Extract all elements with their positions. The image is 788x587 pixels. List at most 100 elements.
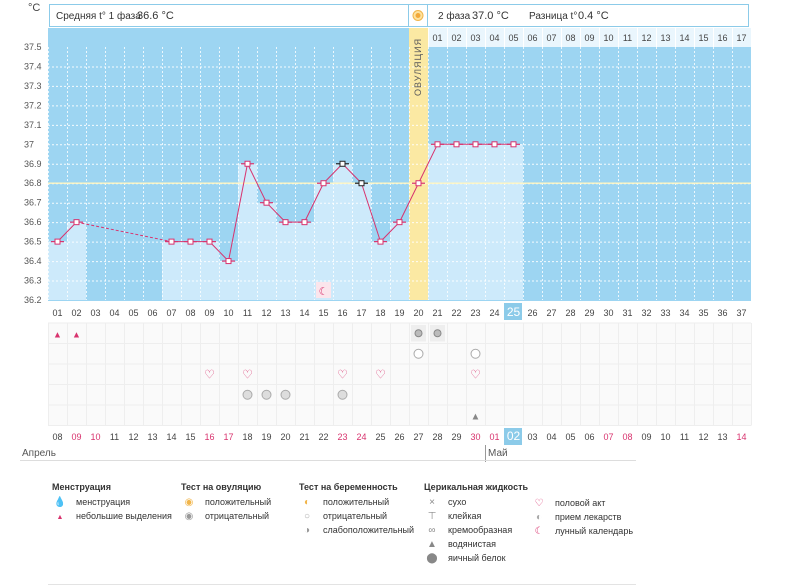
month-label: Апрель — [22, 448, 56, 459]
cycle-day-label: 27 — [546, 308, 556, 318]
temperature-point — [73, 219, 80, 226]
dpo-label: 01 — [432, 33, 442, 43]
calendar-date-label: 22 — [318, 432, 328, 442]
cycle-day-label: 09 — [204, 308, 214, 318]
temperature-bar — [67, 222, 86, 300]
dry-icon: × — [429, 497, 435, 508]
legend-other: ♡ половой акт ◐ прием лекарств ☾ лунный кал… — [531, 496, 634, 538]
calendar-date-label: 23 — [337, 432, 347, 442]
temperature-segment — [57, 221, 77, 242]
legend-cervical-creamy: кремообразная — [448, 525, 513, 535]
cycle-day-label: 37 — [736, 308, 746, 318]
temperature-segment — [209, 241, 229, 262]
cycle-day-label: 20 — [413, 308, 423, 318]
y-tick-label: 36.5 — [24, 237, 42, 247]
temperature-bar — [295, 222, 314, 300]
cycle-day-label: 33 — [660, 308, 670, 318]
dpo-label: 10 — [603, 33, 613, 43]
legend-menstruation-item: менструация — [76, 497, 131, 507]
cycle-day-label: 23 — [470, 308, 480, 318]
temperature-bar — [200, 241, 219, 300]
cycle-day-label: 19 — [394, 308, 404, 318]
calendar-date-label: 05 — [565, 432, 575, 442]
cycle-day-label: 25 — [507, 305, 521, 319]
y-tick-label: 36.9 — [24, 159, 42, 169]
temperature-bar — [314, 183, 333, 300]
cycle-day-label: 15 — [318, 308, 328, 318]
temperature-point — [339, 160, 346, 167]
temperature-point — [168, 238, 175, 245]
dpo-label: 14 — [679, 33, 689, 43]
footer-divider — [48, 584, 636, 585]
y-tick-label: 37.3 — [24, 81, 42, 91]
ovulation-test-negative-icon — [414, 329, 423, 338]
cycle-day-label: 08 — [185, 308, 195, 318]
legend-cervical-sticky: клейкая — [448, 511, 482, 521]
temperature-point — [434, 141, 441, 148]
calendar-date-label: 09 — [641, 432, 651, 442]
cycle-day-label: 14 — [299, 308, 309, 318]
temperature-point — [206, 238, 213, 245]
spotting-drop-icon: ▲ — [72, 329, 81, 339]
egg-white-icon: ⬤ — [426, 553, 438, 564]
watery-icon: ▲ — [471, 411, 481, 422]
events-grid — [48, 323, 751, 426]
legend-intercourse: половой акт — [555, 498, 606, 508]
temperature-segment — [361, 183, 381, 242]
temperature-point — [510, 141, 517, 148]
today-date-marker — [504, 428, 522, 445]
temperature-point — [415, 180, 422, 187]
calendar-date-label: 09 — [71, 432, 81, 442]
temperature-point — [453, 141, 460, 148]
cycle-day-label: 02 — [71, 308, 81, 318]
temperature-point — [358, 180, 365, 187]
calendar-date-label: 27 — [413, 432, 423, 442]
temperature-segment — [323, 163, 343, 184]
sticky-icon: ⊤ — [427, 511, 437, 522]
cycle-day-label: 11 — [243, 308, 252, 318]
temperature-point — [301, 219, 308, 226]
temperature-bar — [257, 202, 276, 300]
calendar-date-label: 13 — [147, 432, 157, 442]
dpo-label: 04 — [489, 33, 499, 43]
calendar-date-label: 14 — [736, 432, 746, 442]
ovulation-label: ОВУЛЯЦИЯ — [413, 38, 423, 96]
calendar-date-label: 17 — [223, 432, 233, 442]
cycle-day-label: 22 — [451, 308, 461, 318]
temperature-bar — [333, 163, 352, 300]
calendar-date-label: 26 — [394, 432, 404, 442]
calendar-date-label: 24 — [356, 432, 366, 442]
legend-pregnancy-negative: отрицательный — [323, 511, 388, 521]
cycle-day-label: 13 — [280, 308, 290, 318]
sun-icon — [412, 10, 424, 21]
diff-value: 0.4 °C — [578, 10, 609, 22]
cycle-day-label: 04 — [109, 308, 119, 318]
calendar-date-label: 30 — [470, 432, 480, 442]
temperature-bar — [238, 163, 257, 300]
cycle-day-label: 28 — [565, 308, 575, 318]
calendar-date-label: 08 — [52, 432, 62, 442]
cycle-day-label: 17 — [356, 308, 366, 318]
cycle-day-label: 24 — [489, 308, 499, 318]
pill-icon — [337, 389, 348, 400]
header-box — [49, 4, 749, 27]
spotting-drop-icon: ▲ — [53, 329, 62, 339]
calendar-date-label: 25 — [375, 432, 385, 442]
dpo-label: 16 — [717, 33, 727, 43]
y-tick-label: 37.2 — [24, 100, 42, 110]
y-tick-label: 36.6 — [24, 217, 42, 227]
temperature-segment — [228, 163, 248, 262]
legend-pregnancy-test: Тест на беременность ◐ положительный ○ отр… — [299, 482, 414, 537]
calendar-date-label: 20 — [280, 432, 290, 442]
calendar-date-label: 06 — [584, 432, 594, 442]
dpo-strip — [428, 28, 751, 47]
legend-cervical-watery: водянистая — [448, 539, 497, 549]
y-unit-label: °С — [28, 2, 40, 14]
ovulation-test-negative-icon: ◉ — [184, 511, 194, 522]
creamy-icon: ∞ — [428, 525, 436, 536]
temperature-segment — [76, 221, 172, 243]
dpo-label: 06 — [527, 33, 537, 43]
temperature-point — [491, 141, 498, 148]
calendar-date-label: 07 — [603, 432, 613, 442]
phase1-label: Средняя t° 1 фаза — [56, 10, 141, 22]
